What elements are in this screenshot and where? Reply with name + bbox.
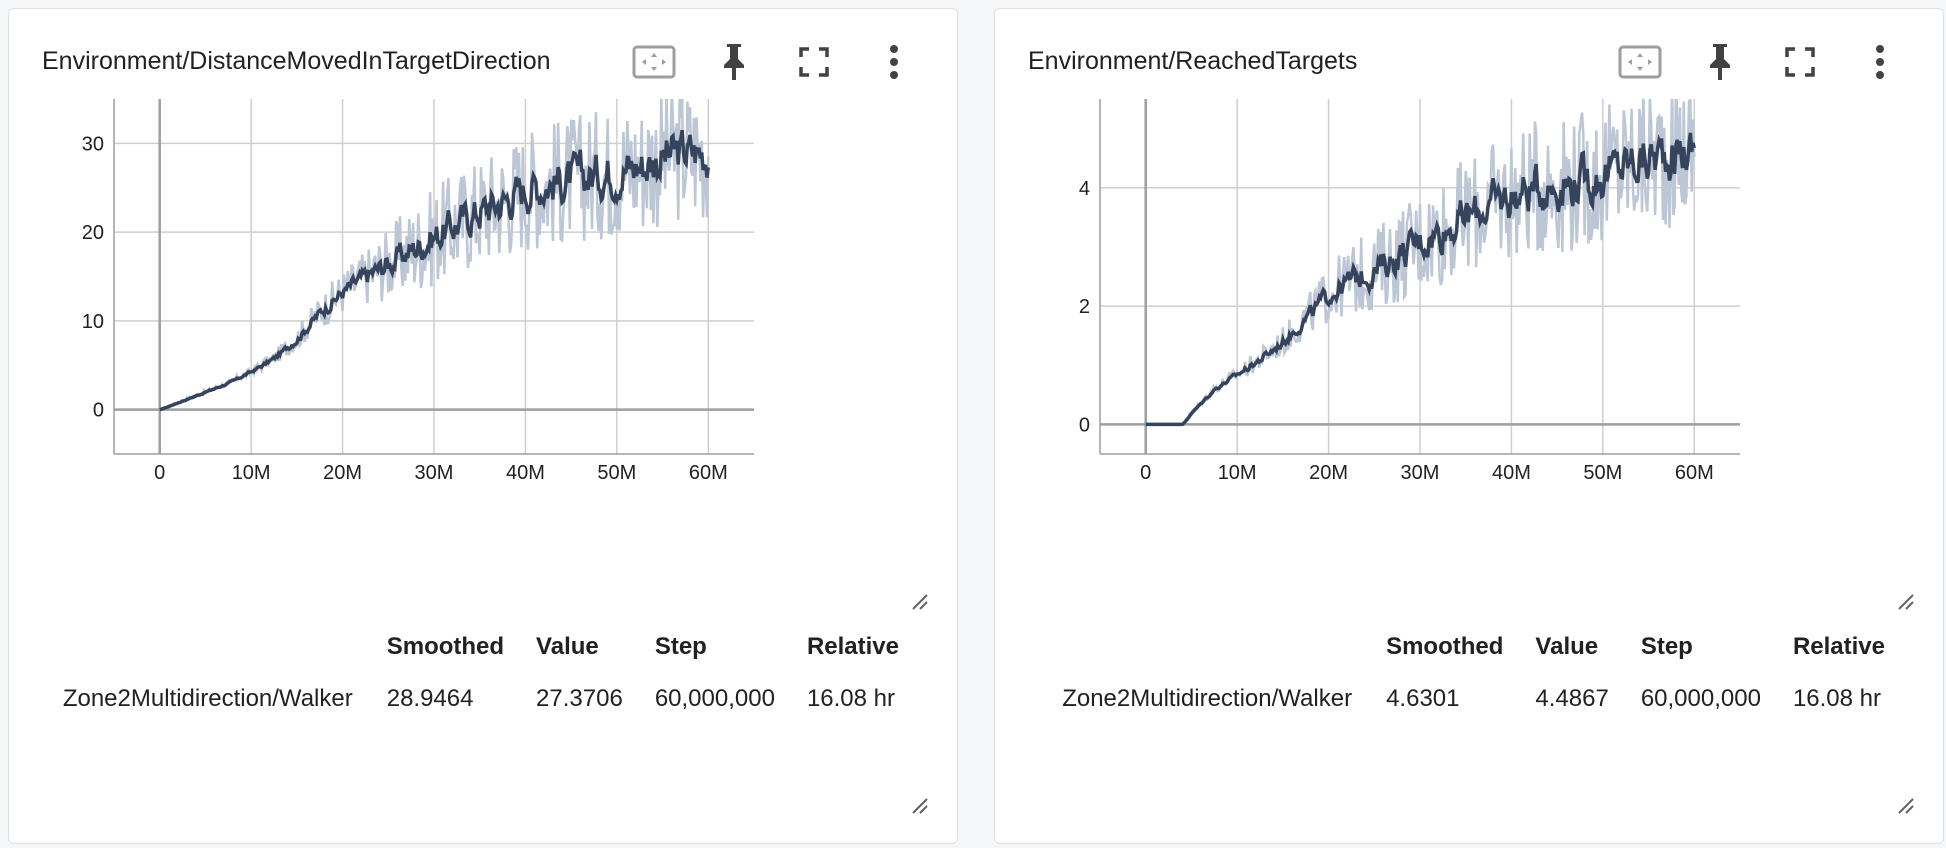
- column-header-relative[interactable]: Relative: [806, 633, 899, 660]
- x-tick-label: 40M: [1492, 462, 1531, 484]
- x-tick-label: 20M: [1309, 462, 1348, 484]
- column-header-run: [1046, 621, 1370, 673]
- raw-value: 27.3706: [536, 685, 623, 711]
- fit-domain-button[interactable]: [631, 39, 677, 85]
- y-tick-label: 20: [82, 222, 104, 244]
- x-tick-label: 60M: [689, 462, 728, 484]
- pin-icon: [1710, 44, 1730, 80]
- x-tick-label: 10M: [1218, 462, 1257, 484]
- step-value: 60,000,000: [1640, 685, 1761, 711]
- raw-series-line: [1145, 99, 1696, 426]
- run-name: Zone2Multidirection/Walker: [62, 685, 353, 711]
- table-row: Zone2Multidirection/Walker 4.6301 4.4867…: [1046, 673, 1901, 711]
- y-tick-label: 10: [82, 311, 104, 333]
- card-resize-handle[interactable]: [911, 797, 929, 815]
- x-tick-label: 30M: [415, 462, 454, 484]
- smoothed-value: 4.6301: [1386, 685, 1460, 711]
- fullscreen-icon: [799, 47, 829, 77]
- column-header-value[interactable]: Value: [536, 633, 599, 660]
- grid: [113, 99, 754, 455]
- card-toolbar: [1617, 39, 1903, 85]
- smoothed-value: 28.9464: [386, 685, 474, 711]
- column-header-relative[interactable]: Relative: [1792, 633, 1885, 660]
- chart-card: Environment/ReachedTargets 0 2 4 0 10M 20M 30M…: [994, 8, 1944, 844]
- fullscreen-icon: [1785, 47, 1815, 77]
- card-resize-handle[interactable]: [1897, 797, 1915, 815]
- card-toolbar: [631, 39, 917, 85]
- card-title: Environment/ReachedTargets: [1028, 47, 1358, 75]
- card-title: Environment/DistanceMovedInTargetDirecti…: [42, 47, 551, 75]
- fit-domain-icon: [1618, 45, 1662, 79]
- x-tick-label: 50M: [597, 462, 636, 484]
- pin-button[interactable]: [711, 39, 757, 85]
- x-tick-label: 10M: [232, 462, 271, 484]
- chart-resize-handle[interactable]: [1897, 593, 1915, 611]
- column-header-smoothed[interactable]: Smoothed: [1386, 633, 1504, 660]
- column-header-smoothed[interactable]: Smoothed: [386, 633, 505, 660]
- line-chart[interactable]: 0 10 20 30 0 10M 20M 30M 40M 50M 60M: [9, 99, 959, 619]
- more-vert-icon: [890, 45, 898, 79]
- table-row: Zone2Multidirection/Walker 28.9464 27.37…: [47, 673, 915, 711]
- y-tick-label: 2: [1079, 296, 1090, 318]
- pin-icon: [724, 44, 744, 80]
- data-table: Smoothed Value Step Relative Zone2Multid…: [1031, 621, 1901, 711]
- y-tick-label: 4: [1079, 178, 1090, 200]
- column-header-step[interactable]: Step: [654, 633, 707, 660]
- x-tick-label: 60M: [1675, 462, 1714, 484]
- more-vert-icon: [1876, 45, 1884, 79]
- column-header-run: [47, 621, 371, 673]
- x-tick-label: 30M: [1401, 462, 1440, 484]
- smoothed-series-line: [1145, 132, 1696, 427]
- x-tick-label: 0: [154, 462, 165, 484]
- raw-value: 4.4867: [1535, 685, 1609, 711]
- y-tick-label: 0: [93, 400, 104, 422]
- fullscreen-button[interactable]: [791, 39, 837, 85]
- relative-time: 16.08 hr: [1792, 685, 1882, 711]
- fit-domain-icon: [632, 45, 676, 79]
- column-header-step[interactable]: Step: [1640, 633, 1693, 660]
- fullscreen-button[interactable]: [1777, 39, 1823, 85]
- run-name: Zone2Multidirection/Walker: [1062, 685, 1353, 711]
- pin-button[interactable]: [1697, 39, 1743, 85]
- more-options-button[interactable]: [1857, 39, 1903, 85]
- data-table: Smoothed Value Step Relative Zone2Multid…: [45, 621, 915, 711]
- y-tick-label: 30: [82, 133, 104, 155]
- y-tick-label: 0: [1079, 414, 1090, 436]
- smoothed-series-line: [159, 129, 711, 412]
- x-tick-label: 20M: [323, 462, 362, 484]
- chart-resize-handle[interactable]: [911, 593, 929, 611]
- relative-time: 16.08 hr: [806, 685, 896, 711]
- line-chart[interactable]: 0 2 4 0 10M 20M 30M 40M 50M 60M: [995, 99, 1945, 619]
- more-options-button[interactable]: [871, 39, 917, 85]
- chart-card: Environment/DistanceMovedInTargetDirecti…: [8, 8, 958, 844]
- step-value: 60,000,000: [654, 685, 775, 711]
- x-tick-label: 40M: [506, 462, 545, 484]
- fit-domain-button[interactable]: [1617, 39, 1663, 85]
- x-tick-label: 0: [1140, 462, 1151, 484]
- column-header-value[interactable]: Value: [1535, 633, 1599, 660]
- x-tick-label: 50M: [1583, 462, 1622, 484]
